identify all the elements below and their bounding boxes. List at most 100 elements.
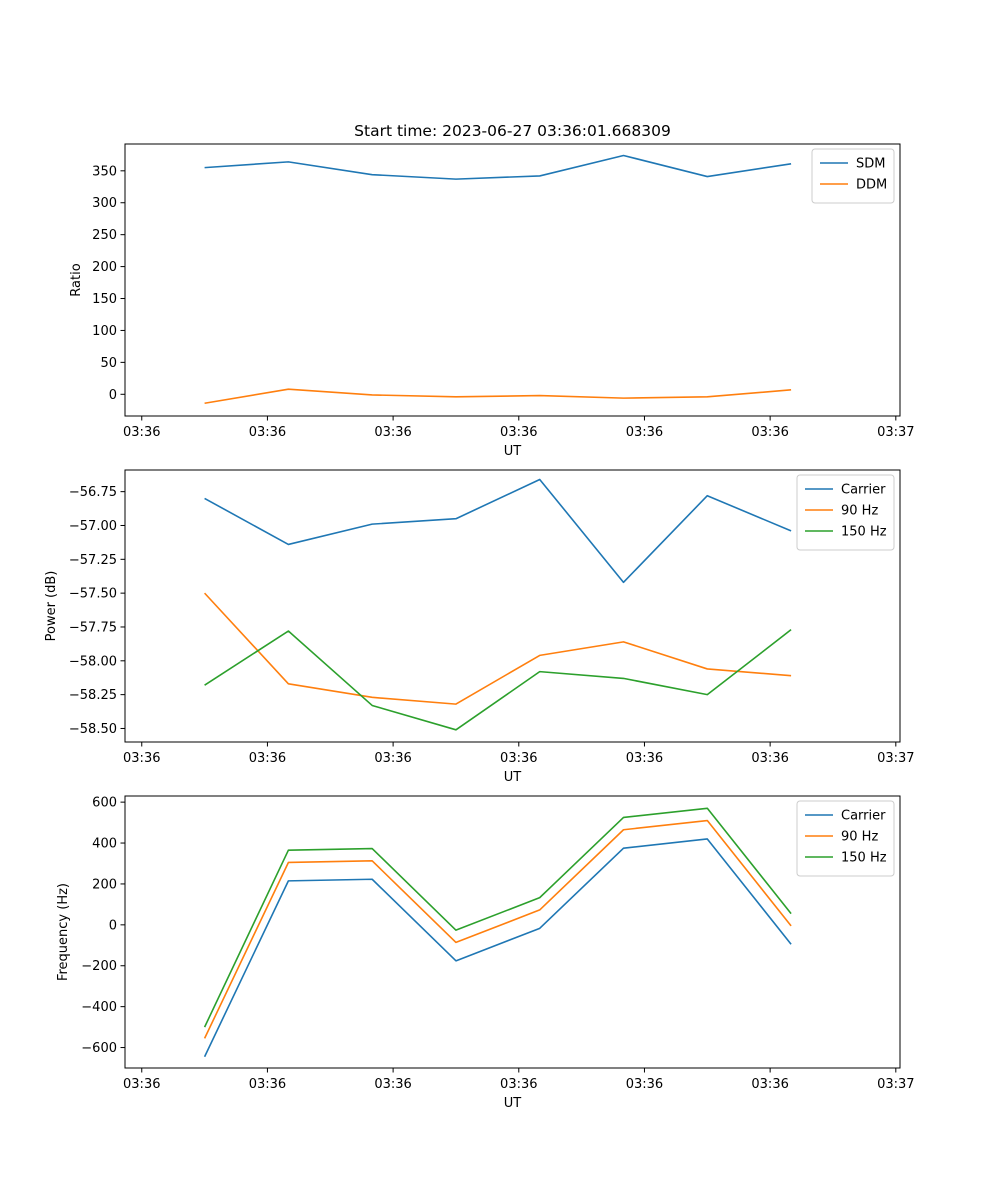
data-point xyxy=(623,641,625,643)
data-point xyxy=(204,592,206,594)
legend-label: 150 Hz xyxy=(841,525,887,540)
y-tick-label: −58.25 xyxy=(69,688,117,703)
legend-label: DDM xyxy=(856,178,887,193)
data-point xyxy=(623,678,625,680)
figure-title: Start time: 2023-06-27 03:36:01.668309 xyxy=(354,122,671,140)
data-point xyxy=(790,913,792,915)
series-line-90-hz xyxy=(203,819,792,1039)
x-tick-label: 03:36 xyxy=(626,425,663,440)
data-point xyxy=(539,897,541,899)
data-point xyxy=(455,729,457,731)
y-axis-label: Frequency (Hz) xyxy=(56,883,71,981)
y-tick-label: 250 xyxy=(92,228,117,243)
data-point xyxy=(371,174,373,176)
legend: Carrier 90 Hz 150 Hz xyxy=(796,474,895,551)
series-line-ddm xyxy=(204,388,792,405)
data-point xyxy=(539,479,541,481)
y-tick-label: −57.00 xyxy=(69,519,117,534)
plot-frame xyxy=(124,795,901,1069)
x-tick-label: 03:36 xyxy=(751,751,788,766)
x-axis-label: UT xyxy=(504,444,522,459)
x-tick-label: 03:36 xyxy=(751,425,788,440)
data-point xyxy=(539,909,541,911)
data-point xyxy=(790,943,792,945)
data-point xyxy=(371,394,373,396)
data-point xyxy=(790,629,792,631)
x-tick-label: 03:36 xyxy=(123,1077,160,1092)
series-line-sdm xyxy=(204,154,792,180)
legend-label: SDM xyxy=(856,157,885,172)
series-line-carrier xyxy=(204,478,792,584)
data-point xyxy=(706,838,708,840)
y-tick-label: 300 xyxy=(92,196,117,211)
data-point xyxy=(706,668,708,670)
subplot-2: 03:36 03:36 03:36 03:36 03:36 03:36 03:37 −58.5… xyxy=(44,469,915,785)
data-point xyxy=(623,847,625,849)
y-tick-label: 600 xyxy=(92,796,117,811)
y-tick-label: 0 xyxy=(109,388,117,403)
y-tick-label: 350 xyxy=(92,164,117,179)
x-tick-label: 03:37 xyxy=(877,1077,914,1092)
y-tick-label: −57.50 xyxy=(69,587,117,602)
plot-frame xyxy=(124,143,901,417)
data-point xyxy=(706,176,708,178)
data-point xyxy=(288,880,290,882)
x-tick-label: 03:36 xyxy=(500,425,537,440)
data-point xyxy=(623,155,625,157)
y-axis-label: Power (dB) xyxy=(44,571,59,642)
data-point xyxy=(790,163,792,165)
data-point xyxy=(539,655,541,657)
series-line-150-hz xyxy=(204,629,792,731)
data-point xyxy=(706,807,708,809)
data-point xyxy=(706,495,708,497)
y-tick-label: −58.50 xyxy=(69,722,117,737)
y-tick-label: −600 xyxy=(81,1041,117,1056)
data-point xyxy=(288,161,290,163)
legend: SDM DDM xyxy=(811,148,895,204)
y-tick-label: 150 xyxy=(92,292,117,307)
legend-label: Carrier xyxy=(841,809,886,824)
plot-frame xyxy=(124,469,901,743)
data-point xyxy=(539,928,541,930)
y-tick-label: −57.75 xyxy=(69,620,117,635)
data-point xyxy=(204,1038,206,1040)
data-point xyxy=(288,544,290,546)
data-point xyxy=(790,925,792,927)
y-axis-label: Ratio xyxy=(69,263,84,296)
data-point xyxy=(455,929,457,931)
y-tick-label: 400 xyxy=(92,837,117,852)
data-point xyxy=(204,1056,206,1058)
data-point xyxy=(455,960,457,962)
y-tick-label: 100 xyxy=(92,324,117,339)
data-point xyxy=(623,397,625,399)
y-tick-label: 200 xyxy=(92,877,117,892)
data-point xyxy=(706,396,708,398)
data-point xyxy=(288,862,290,864)
data-point xyxy=(623,817,625,819)
data-point xyxy=(790,530,792,532)
x-tick-label: 03:36 xyxy=(374,1077,411,1092)
y-tick-label: 0 xyxy=(109,918,117,933)
y-tick-label: −400 xyxy=(81,1000,117,1015)
data-point xyxy=(371,848,373,850)
legend-label: 150 Hz xyxy=(841,851,887,866)
data-point xyxy=(288,630,290,632)
data-point xyxy=(288,683,290,685)
data-point xyxy=(371,860,373,862)
y-tick-label: −57.25 xyxy=(69,553,117,568)
x-tick-label: 03:37 xyxy=(877,425,914,440)
x-tick-label: 03:36 xyxy=(374,425,411,440)
legend-label: 90 Hz xyxy=(841,830,878,845)
x-tick-label: 03:36 xyxy=(249,751,286,766)
y-tick-label: 200 xyxy=(92,260,117,275)
x-tick-label: 03:36 xyxy=(751,1077,788,1092)
data-point xyxy=(204,167,206,169)
x-tick-label: 03:36 xyxy=(249,425,286,440)
x-tick-label: 03:36 xyxy=(626,751,663,766)
data-point xyxy=(371,697,373,699)
x-tick-label: 03:36 xyxy=(500,751,537,766)
series-line-150-hz xyxy=(203,807,792,1028)
data-point xyxy=(204,684,206,686)
data-point xyxy=(204,498,206,500)
